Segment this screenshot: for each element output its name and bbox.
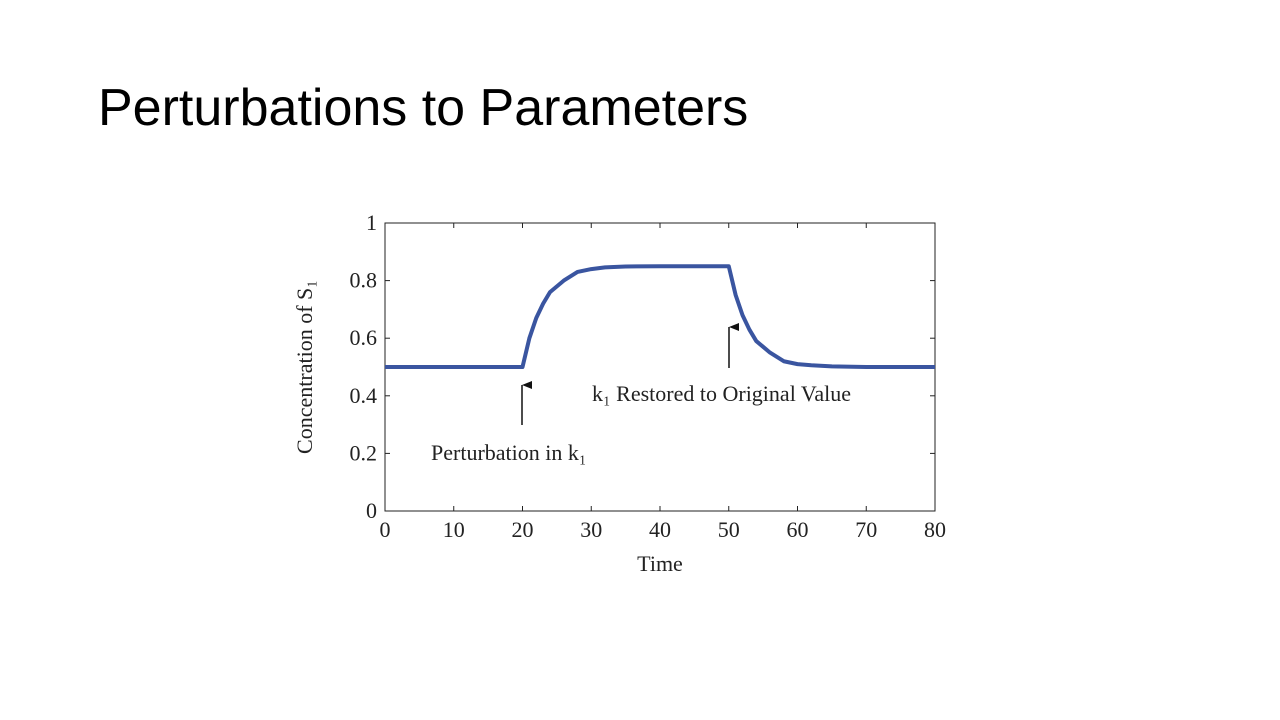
x-tick-label: 80 (924, 517, 946, 542)
x-tick-label: 70 (855, 517, 877, 542)
y-axis-label: Concentration of S₁ (292, 280, 317, 454)
slide-title: Perturbations to Parameters (98, 79, 748, 137)
y-tick-label: 0 (366, 498, 377, 523)
x-tick-label: 30 (580, 517, 602, 542)
x-tick-label: 40 (649, 517, 671, 542)
y-tick-label: 0.4 (350, 383, 378, 408)
x-tick-label: 0 (380, 517, 391, 542)
y-tick-label: 0.8 (350, 268, 378, 293)
y-tick-label: 1 (366, 210, 377, 235)
x-tick-label: 50 (718, 517, 740, 542)
x-axis-label: Time (637, 551, 683, 576)
x-tick-label: 60 (787, 517, 809, 542)
data-line (385, 264, 935, 369)
x-tick-label: 10 (443, 517, 465, 542)
annotation: k₁ Restored to Original Value (592, 381, 851, 406)
y-tick-label: 0.2 (350, 440, 378, 465)
y-tick-label: 0.6 (350, 325, 378, 350)
annotation: Perturbation in k₁ (431, 440, 587, 465)
x-tick-label: 20 (512, 517, 534, 542)
